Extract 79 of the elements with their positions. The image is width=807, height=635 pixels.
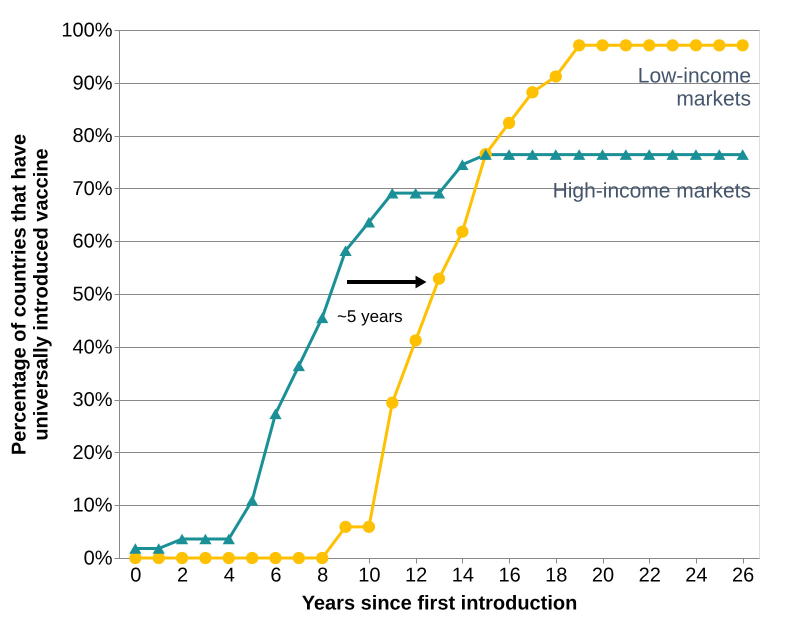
y-tick-label: 20%: [72, 442, 113, 464]
point: [292, 360, 305, 372]
point: [596, 149, 609, 160]
series-label: Low-income markets: [638, 64, 751, 110]
x-tick-label: 22: [638, 564, 661, 586]
point: [736, 39, 749, 52]
y-tick-label: 60%: [72, 230, 113, 253]
point: [432, 272, 446, 285]
y-tick-label: 50%: [72, 284, 113, 306]
x-axis-title: Years since first introduction: [302, 592, 578, 614]
point: [410, 188, 422, 198]
point: [152, 543, 165, 554]
point: [526, 149, 539, 160]
point: [246, 552, 258, 564]
point: [432, 188, 446, 198]
point: [199, 552, 212, 564]
x-tick-label: 16: [498, 564, 521, 586]
point: [736, 149, 749, 160]
y-tick-label: 70%: [72, 178, 113, 200]
point: [550, 149, 562, 160]
point: [502, 149, 516, 160]
point: [643, 149, 656, 160]
x-tick-label: 0: [130, 564, 142, 586]
point: [339, 520, 352, 533]
point: [690, 39, 702, 52]
point: [176, 552, 188, 564]
x-tick-label: 10: [358, 564, 381, 586]
y-tick-label: 0%: [84, 548, 113, 570]
point: [292, 552, 305, 564]
x-tick-label: 8: [317, 564, 328, 586]
point: [222, 552, 235, 564]
y-tick-label: 40%: [72, 336, 113, 358]
x-tick-label: 2: [177, 564, 188, 586]
point: [690, 149, 702, 160]
point: [526, 86, 539, 98]
point: [620, 39, 632, 52]
y-tick-label: 90%: [72, 72, 113, 94]
y-axis-title: Percentage of countries that have universally introduced vaccine: [8, 134, 52, 456]
point: [386, 396, 398, 409]
point: [573, 149, 586, 160]
point: [129, 543, 142, 554]
point: [269, 552, 282, 564]
x-tick-label: 4: [224, 564, 235, 586]
point: [246, 495, 258, 506]
x-tick-label: 6: [270, 564, 282, 586]
point: [222, 534, 235, 544]
y-tick-label: 10%: [72, 494, 113, 517]
point: [199, 534, 212, 544]
point: [666, 149, 679, 160]
point: [456, 159, 468, 170]
x-tick-label: 20: [592, 564, 614, 586]
point: [502, 116, 516, 130]
point: [339, 245, 352, 256]
y-tick-label: 80%: [72, 125, 113, 148]
point: [620, 149, 632, 160]
point: [410, 334, 422, 347]
point: [316, 312, 328, 324]
point: [713, 39, 726, 52]
point: [456, 226, 468, 238]
point: [316, 552, 328, 564]
point: [713, 149, 726, 160]
y-tick-label: 30%: [72, 389, 113, 412]
annotation: ~5 years: [337, 307, 403, 326]
x-tick-label: 26: [732, 564, 754, 586]
point: [550, 70, 562, 83]
point: [269, 408, 282, 420]
point: [362, 216, 376, 228]
x-tick-label: 24: [685, 564, 708, 586]
point: [386, 188, 398, 198]
point: [643, 39, 656, 52]
point: [596, 39, 609, 52]
x-tick-label: 18: [545, 564, 568, 586]
point: [176, 534, 188, 544]
x-tick-label: 14: [452, 564, 474, 586]
point: [573, 39, 586, 52]
point: [666, 39, 679, 52]
point: [362, 520, 376, 533]
x-tick-label: 12: [405, 564, 428, 586]
y-tick-label: 100%: [61, 20, 113, 42]
